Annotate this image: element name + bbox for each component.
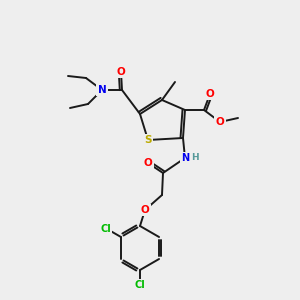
Text: H: H [191, 154, 199, 163]
Text: O: O [141, 205, 149, 215]
Text: O: O [144, 158, 152, 168]
Text: N: N [98, 85, 106, 95]
Text: O: O [117, 67, 125, 77]
Text: Cl: Cl [135, 280, 146, 290]
Text: O: O [206, 89, 214, 99]
Text: Cl: Cl [100, 224, 111, 235]
Text: N: N [181, 153, 189, 163]
Text: O: O [216, 117, 224, 127]
Text: S: S [144, 135, 152, 145]
